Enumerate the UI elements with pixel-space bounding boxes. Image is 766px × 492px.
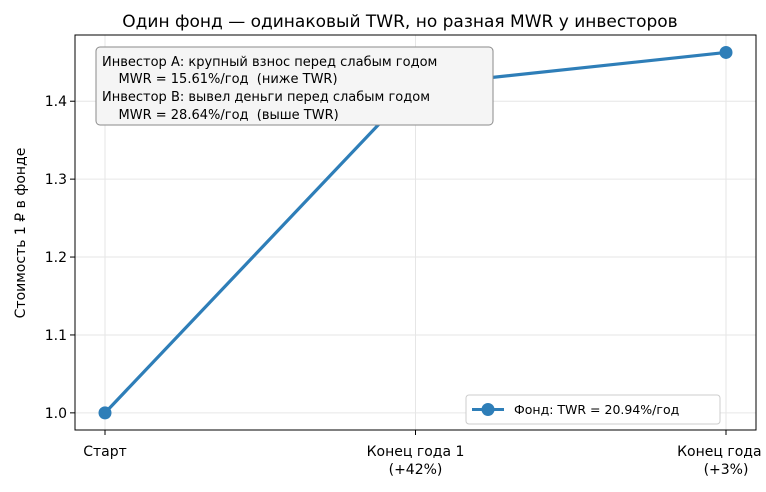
annotation-box: Инвестор А: крупный взнос перед слабым г… (95, 46, 494, 126)
annotation-line-2: MWR = 15.61%/год (ниже TWR) (102, 72, 338, 87)
y-tick-label: 1.4 (45, 94, 67, 110)
data-point (98, 406, 112, 420)
y-tick-label: 1.1 (45, 328, 67, 344)
x-tick-label: Конец года 2 (+3%) (677, 444, 766, 478)
y-axis-label: Стоимость 1 ₽ в фонде (13, 148, 29, 319)
annotation-background (95, 46, 494, 126)
y-tick-label: 1.3 (45, 172, 67, 188)
annotation-line-3: Инвестор В: вывел деньги перед слабым го… (102, 90, 430, 105)
legend-marker-swatch (481, 403, 495, 416)
x-tick-label: Конец года 1 (+42%) (367, 444, 465, 478)
y-tick-label: 1.2 (45, 250, 67, 266)
legend-frame (465, 394, 721, 425)
x-axis: Старт Конец года 1 (+42%) Конец года 2 (+3%) (83, 430, 766, 478)
y-axis: 1.0 1.1 1.2 1.3 1.4 (45, 94, 75, 422)
data-point (719, 45, 733, 59)
y-tick-label: 1.0 (45, 406, 67, 422)
chart-title: Один фонд — одинаковый TWR, но разная MW… (122, 12, 677, 32)
annotation-line-4: MWR = 28.64%/год (выше TWR) (102, 108, 339, 123)
x-tick-label: Старт (83, 444, 127, 460)
legend: Фонд: TWR = 20.94%/год (465, 394, 721, 425)
annotation-line-1: Инвестор А: крупный взнос перед слабым г… (102, 55, 437, 70)
legend-entry-fund: Фонд: TWR = 20.94%/год (514, 402, 679, 417)
